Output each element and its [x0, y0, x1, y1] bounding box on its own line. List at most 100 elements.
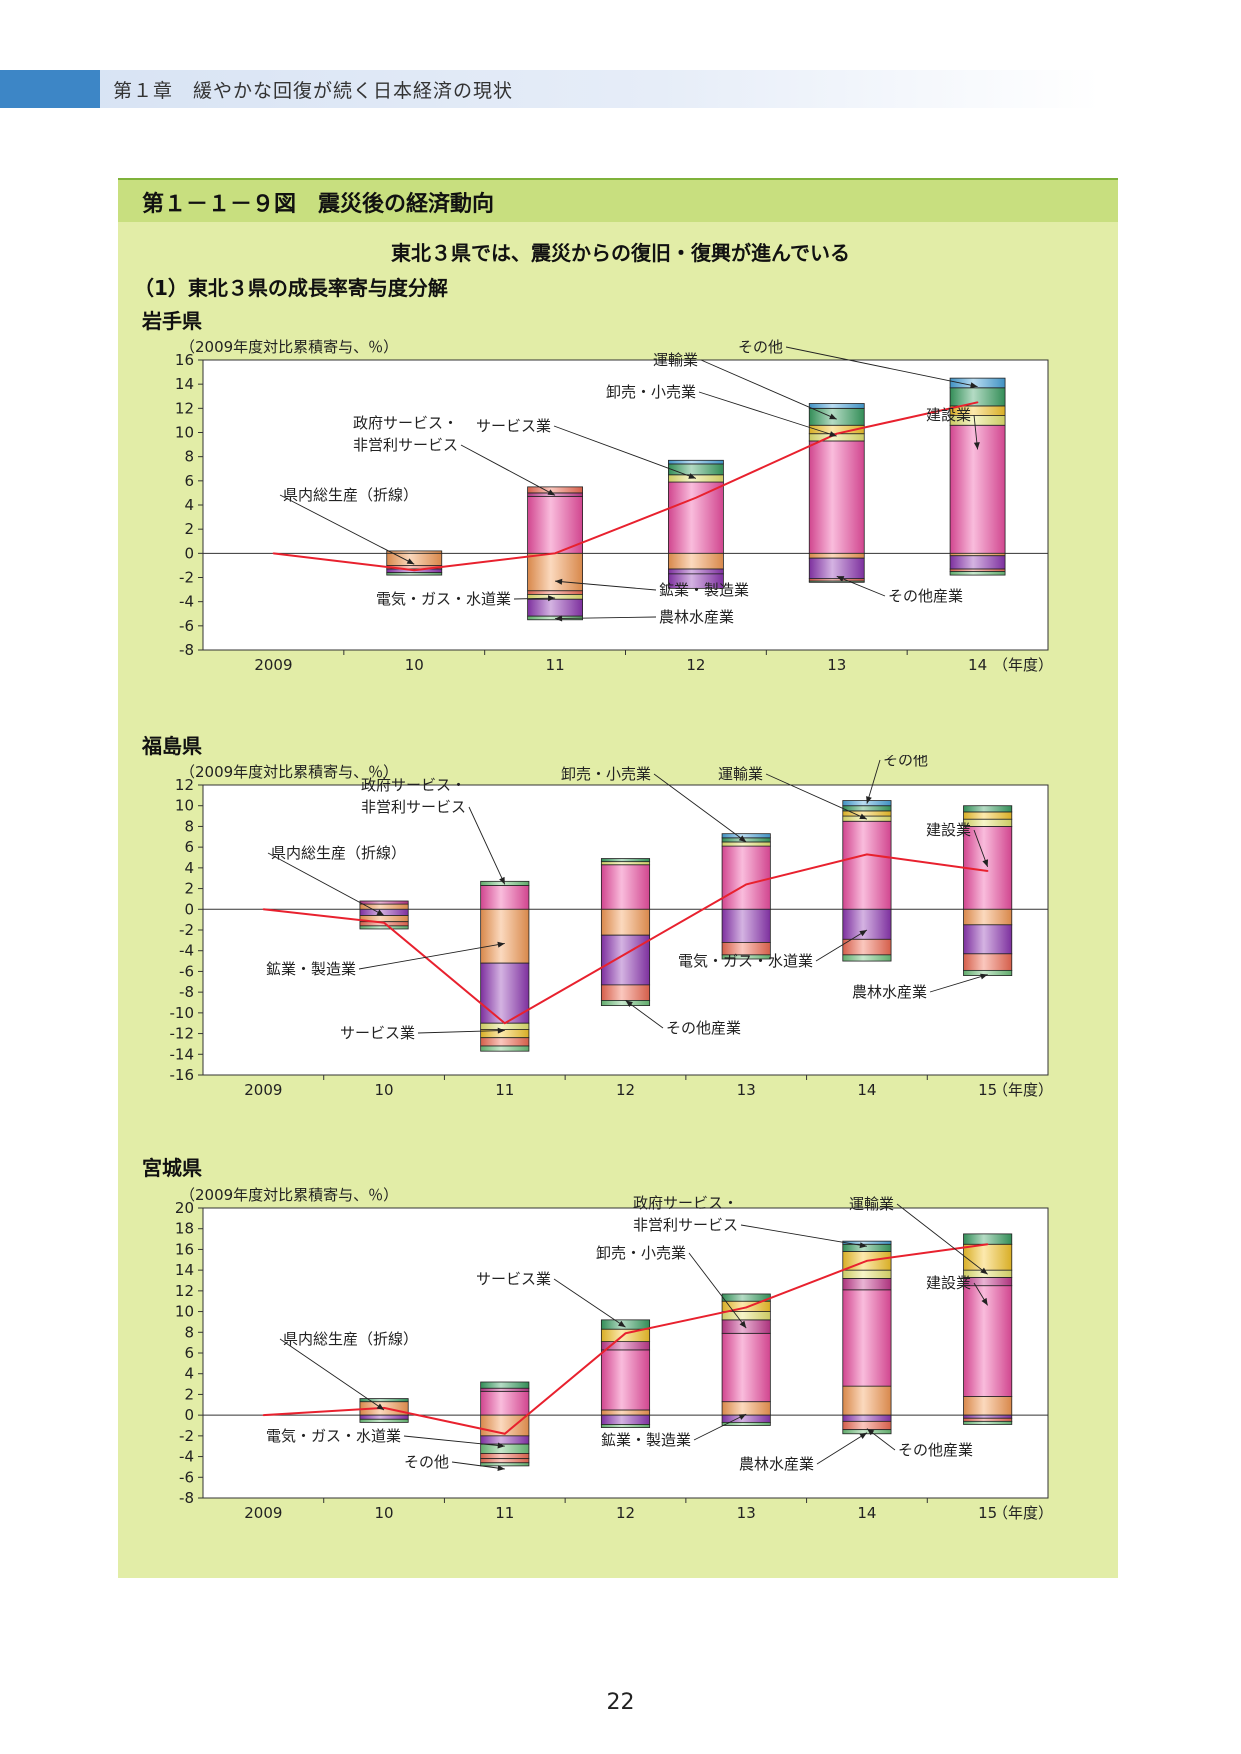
y-tick-label: -4 — [179, 593, 194, 611]
annotation-label: 卸売・小売業 — [561, 765, 651, 783]
bar-segment — [600, 1349, 651, 1411]
y-tick-label: -6 — [179, 962, 194, 980]
leader-line — [267, 852, 385, 916]
leader-line — [700, 359, 837, 420]
annotation-label: 政府サービス・ — [633, 1194, 738, 1212]
y-tick-label: -4 — [179, 1448, 194, 1466]
bar-segment — [842, 938, 892, 956]
y-tick-label: 0 — [184, 900, 194, 918]
bar-segment — [359, 900, 409, 905]
leader-line — [929, 974, 988, 993]
bar-segment — [721, 833, 771, 839]
leader-arrowhead — [625, 1000, 633, 1007]
leader-arrowhead — [829, 413, 837, 420]
bar-segment — [721, 845, 771, 910]
annotation-label: 運輸業 — [653, 351, 698, 369]
chart-iwate: （2009年度対比累積寄与、％） -8 -6 -4 -2 0 2 4 6 8 10 12 14 16 200… — [175, 338, 1053, 674]
bar-segment — [359, 925, 409, 930]
bar-segment — [480, 1387, 530, 1392]
leader-line — [866, 759, 881, 804]
gdp-point — [624, 953, 627, 955]
leader-arrowhead — [982, 859, 989, 867]
bar-segment — [480, 1458, 530, 1464]
bar-segment — [721, 1401, 771, 1416]
bar-segment — [600, 1414, 651, 1425]
bar-segment — [527, 486, 583, 494]
bar-segment — [808, 440, 865, 554]
y-tick-label: 16 — [175, 1240, 194, 1258]
leader-line — [688, 1252, 747, 1329]
annotation-label: その他産業 — [898, 1441, 973, 1459]
bar-segment — [963, 811, 1013, 820]
y-tick-label: -6 — [179, 1468, 194, 1486]
leader-arrowhead — [555, 578, 563, 585]
bar-segment — [721, 954, 771, 960]
bar-segment — [668, 552, 724, 570]
leader-arrowhead — [497, 1442, 505, 1449]
bar-segment — [721, 908, 771, 943]
leader-arrowhead — [859, 930, 867, 937]
y-tick-label: 14 — [175, 1261, 194, 1279]
y-tick-label: 12 — [175, 776, 194, 794]
annotation-label: 政府サービス・ — [353, 414, 458, 432]
chapter-title: 第１章 緩やかな回復が続く日本経済の現状 — [113, 80, 514, 102]
bar-segment — [721, 1311, 771, 1321]
bar-segment — [721, 1421, 771, 1426]
bar-segment — [963, 1417, 1013, 1422]
chart-miyagi: （2009年度対比累積寄与、％） -8 -6 -4 -2 0 2 4 6 8 10 12 14 16 18 2… — [175, 1186, 1053, 1522]
bar-segment — [963, 924, 1013, 955]
bar-segment — [963, 969, 1013, 976]
bar-segment — [721, 837, 771, 843]
y-tick-label: 0 — [184, 544, 194, 562]
leader-arrowhead — [497, 941, 505, 948]
x-tick-label: 11 — [495, 1081, 514, 1099]
annotation-label: サービス業 — [476, 417, 551, 435]
leader-line — [785, 346, 978, 388]
x-tick-label: 10 — [375, 1504, 394, 1522]
annotation-label: 農林水産業 — [659, 608, 734, 626]
leader-arrowhead — [738, 1414, 747, 1420]
y-tick-label: 18 — [175, 1220, 194, 1238]
bar-segment — [949, 377, 1006, 389]
bar-segment — [842, 1429, 892, 1435]
gdp-point — [986, 870, 989, 872]
bar-segment — [600, 908, 651, 936]
y-axis-label: （2009年度対比累積寄与、％） — [180, 1186, 398, 1204]
gdp-point — [503, 1022, 506, 1025]
bar-segment — [963, 1285, 1013, 1397]
leader-line — [698, 391, 837, 437]
annotation-label: 非営利サービス — [353, 436, 458, 454]
y-tick-label: 8 — [184, 1323, 194, 1341]
y-tick-label: -2 — [179, 569, 194, 587]
x-tick-label: 13 — [827, 656, 846, 674]
bar-segment — [480, 1390, 530, 1416]
leader-line — [653, 773, 747, 843]
bar-segment — [668, 481, 724, 554]
gdp-point — [554, 552, 556, 555]
leader-arrowhead — [859, 1432, 867, 1440]
annotation-label: サービス業 — [340, 1024, 415, 1042]
leader-arrowhead — [866, 796, 872, 804]
bar-segment — [480, 1045, 530, 1052]
annotation-label: 鉱業・製造業 — [266, 960, 356, 978]
x-tick-label: 10 — [405, 656, 424, 674]
figure-subtitle: 東北３県では、震災からの復旧・復興が進んでいる — [391, 241, 850, 265]
gdp-point — [835, 432, 838, 435]
chart-title-miyagi: 宮城県 — [142, 1156, 202, 1180]
leader-arrowhead — [497, 1027, 505, 1034]
leader-line — [460, 444, 556, 496]
bar-segment — [842, 1240, 892, 1245]
header-band — [0, 70, 1100, 108]
y-tick-label: 6 — [184, 1344, 194, 1362]
bar-segment — [963, 1233, 1013, 1245]
gdp-point — [262, 1414, 265, 1416]
bar-segment — [600, 1424, 651, 1428]
annotation-label: 運輸業 — [849, 1195, 894, 1213]
leader-arrowhead — [497, 1465, 505, 1472]
bar-segment — [668, 463, 724, 476]
y-tick-label: -2 — [179, 921, 194, 939]
annotation-label: 農林水産業 — [852, 983, 927, 1001]
leader-arrowhead — [859, 813, 867, 820]
bar-segment — [808, 403, 865, 409]
leader-arrowhead — [547, 489, 556, 496]
